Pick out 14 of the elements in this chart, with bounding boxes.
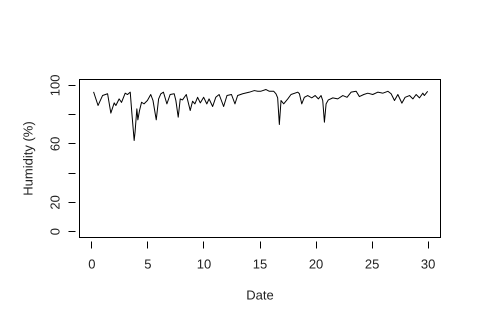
x-tick-label: 20 bbox=[308, 256, 324, 272]
x-axis-title: Date bbox=[246, 288, 274, 302]
y-tick-label: 0 bbox=[48, 228, 62, 236]
x-tick-label: 5 bbox=[144, 256, 152, 272]
x-tick-label: 0 bbox=[88, 256, 96, 272]
x-tick-label: 15 bbox=[252, 256, 268, 272]
line-series bbox=[93, 89, 428, 141]
x-tick-label: 25 bbox=[364, 256, 380, 272]
x-tick-label: 30 bbox=[420, 256, 436, 272]
y-axis-title: Humidity (%) bbox=[20, 121, 36, 196]
x-tick-label: 10 bbox=[196, 256, 212, 272]
y-tick-label: 20 bbox=[48, 195, 62, 210]
y-tick-label: 100 bbox=[48, 74, 62, 96]
y-tick-label: 60 bbox=[48, 136, 62, 152]
